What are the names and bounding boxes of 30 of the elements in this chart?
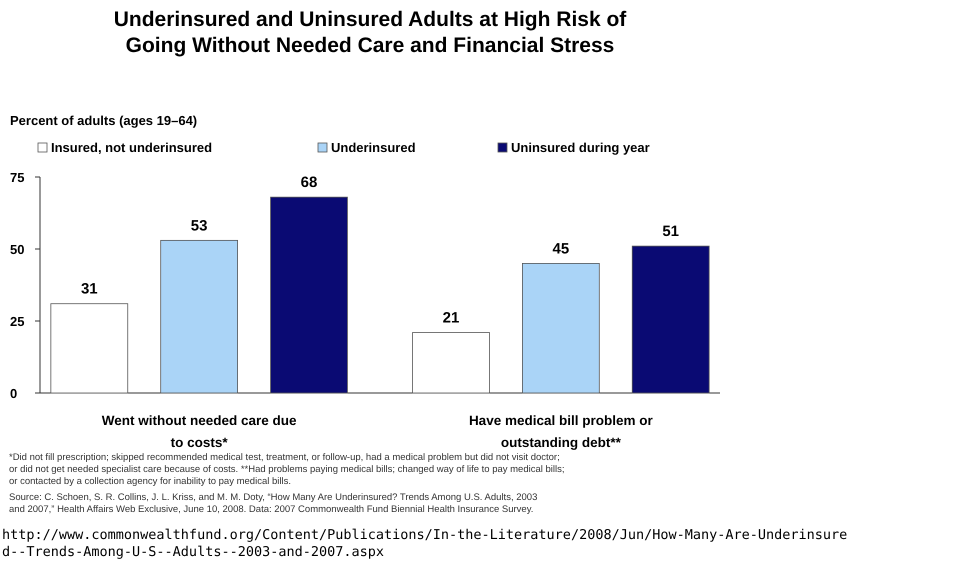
data-label: 53 — [190, 217, 208, 234]
text: http://www.commonwealthfund.org/Content/Publications/In-the-Literature/2008/Jun/How-Many-Are-Underinsure — [2, 527, 848, 543]
y-tick-label: 25 — [10, 314, 24, 329]
chart-title: Underinsured and Uninsured Adults at High Risk of Going Without Needed Care and Financial Stress — [114, 8, 628, 57]
data-label: 45 — [552, 240, 570, 258]
source-note: Source: C. Schoen, S. R. Collins, J. L. Kriss, and M. M. Doty, “How Many Are Underinsured? Trends Among U.S. Adults, 2003 — [9, 492, 538, 503]
text: or contacted by a collection agency for inability to pay medical bills. — [9, 476, 291, 487]
data-label: 21 — [442, 310, 460, 327]
y-tick-label: 75 — [10, 170, 24, 185]
bar — [522, 263, 600, 394]
bar — [412, 332, 490, 394]
text: or did not get needed specialist care because of costs. **Had problems paying medical bills; changed way of life to pay medical bills; — [9, 464, 565, 475]
text: *Did not fill prescription; skipped recommended medical test, treatment, or follow-up, had a medical problem but did not visit doctor; — [9, 452, 560, 463]
y-axis-title: Percent of adults (ages 19–64) — [10, 113, 198, 128]
data-label: 31 — [80, 280, 98, 298]
bar — [50, 303, 128, 394]
legend-label: Uninsured during year — [511, 140, 650, 155]
text: d--Trends-Among-U-S--Adults--2003-and-2007.aspx — [2, 544, 384, 560]
y-tick-label: 0 — [10, 386, 18, 401]
data-label: 68 — [300, 174, 318, 192]
bar — [632, 246, 710, 394]
legend-label: Insured, not underinsured — [51, 140, 212, 155]
y-tick-label: 50 — [10, 242, 24, 257]
text: and 2007,” Health Affairs Web Exclusive, June 10, 2008. Data: 2007 Commonwealth Fund Biennial Health Insurance Survey. — [9, 504, 534, 515]
x-tick-label: Have medical bill problem or outstanding debt** — [468, 413, 654, 450]
bar — [270, 196, 348, 394]
bar — [160, 240, 238, 394]
data-label: 51 — [662, 223, 680, 240]
legend-label: Underinsured — [331, 140, 416, 155]
x-tick-label: Went without needed care due to costs* — [102, 413, 298, 450]
